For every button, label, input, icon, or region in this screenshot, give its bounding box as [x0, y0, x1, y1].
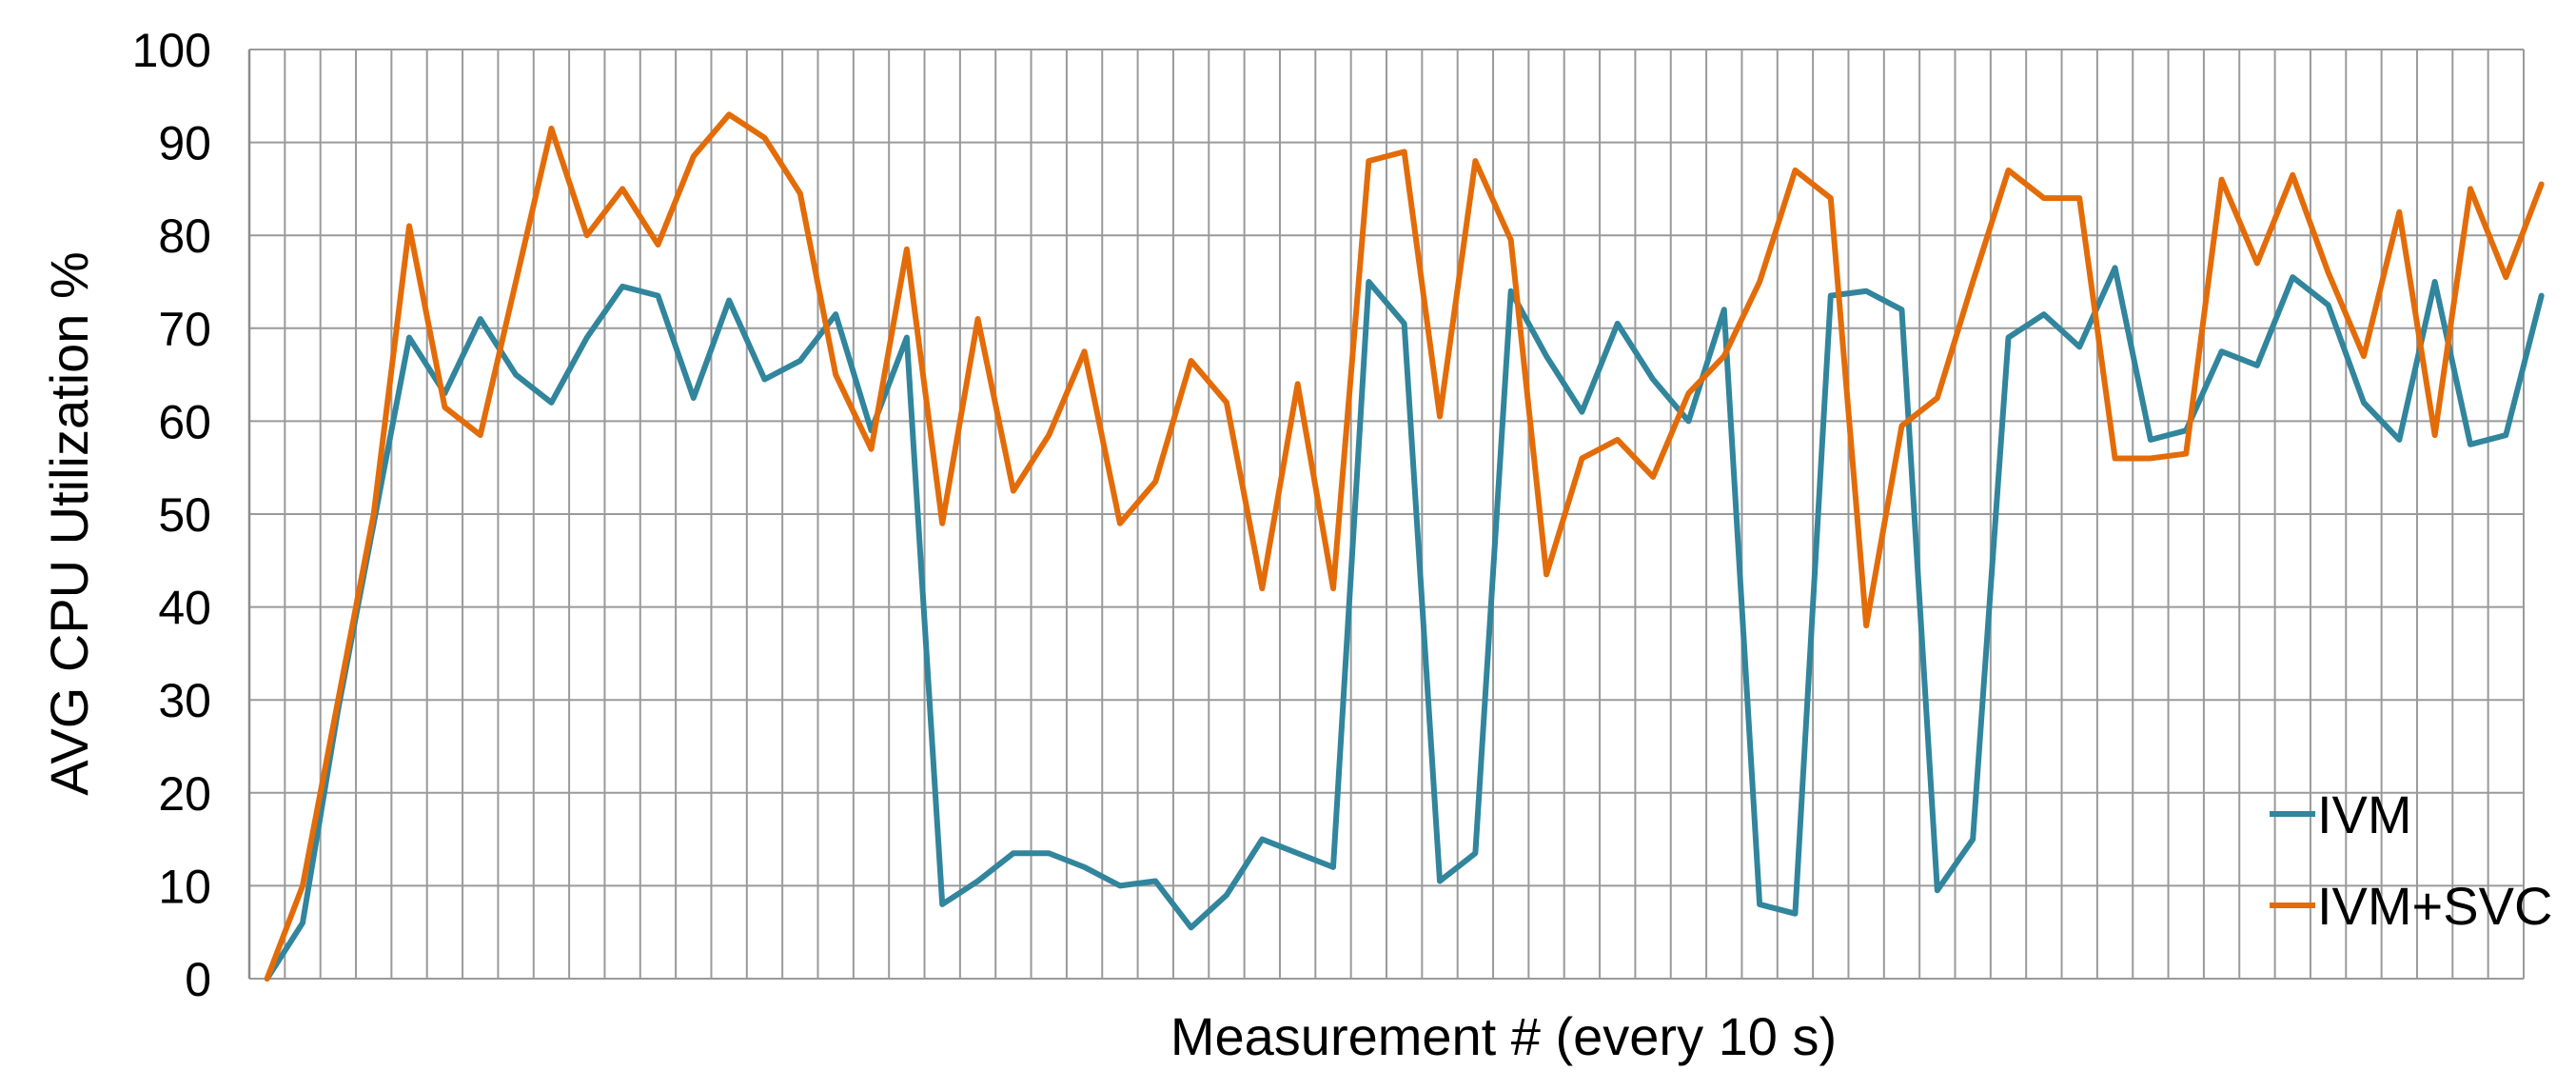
y-tick-label: 80 [158, 209, 211, 263]
legend: IVM IVM+SVC [2270, 784, 2552, 936]
y-tick-label: 20 [158, 767, 211, 821]
y-tick-label: 30 [158, 674, 211, 727]
y-tick-label: 10 [158, 860, 211, 913]
y-tick-label: 40 [158, 582, 211, 635]
y-tick-label: 60 [158, 395, 211, 448]
y-tick-label: 50 [158, 488, 211, 542]
y-tick-label: 70 [158, 303, 211, 356]
y-tick-label: 100 [132, 24, 211, 77]
y-axis-title: AVG CPU Utilization % [39, 251, 99, 796]
series-line-ivm [264, 265, 2545, 982]
legend-label: IVM+SVC [2317, 876, 2552, 936]
series-layer [264, 111, 2545, 982]
grid-layer [247, 49, 2525, 980]
y-tick-labels: 0 10 20 30 40 50 60 70 80 90 100 [132, 24, 211, 1006]
legend-label: IVM [2317, 784, 2412, 844]
x-axis-title: Measurement # (every 10 s) [1170, 1006, 1837, 1066]
series-line-ivm-svc [264, 111, 2545, 982]
y-tick-label: 90 [158, 117, 211, 170]
y-tick-label: 0 [185, 953, 211, 1006]
